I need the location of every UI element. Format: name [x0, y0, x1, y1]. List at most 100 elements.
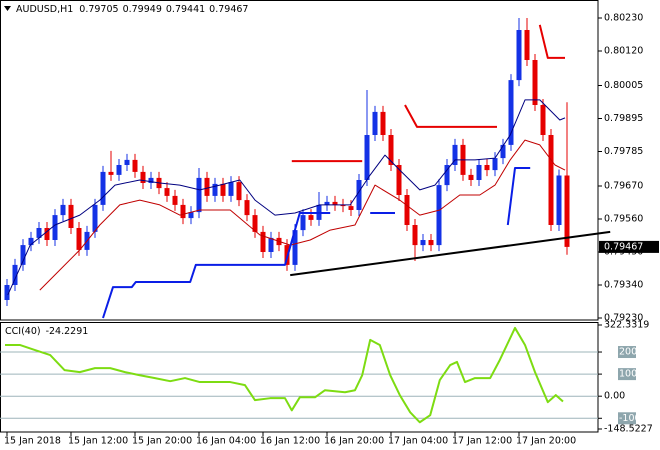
- header-high: 0.79949: [123, 4, 162, 15]
- y-tick-label: -148.5227: [604, 424, 653, 435]
- candle-body: [204, 177, 210, 196]
- candle-body: [412, 225, 418, 246]
- candle-body: [436, 185, 442, 246]
- header-open: 0.79705: [79, 4, 118, 15]
- indicator-line: [102, 167, 531, 319]
- cci-line: [5, 326, 564, 424]
- candle-body: [556, 175, 562, 225]
- y-tick-label: 0.00: [604, 391, 625, 402]
- x-tick-label: 15 Jan 20:00: [132, 436, 192, 447]
- candle-body: [292, 230, 298, 265]
- cci-current: -24.2291: [46, 326, 89, 337]
- candle-body: [52, 215, 58, 240]
- x-tick-label: 17 Jan 04:00: [388, 436, 448, 447]
- y-tick-label: 0.79670: [604, 181, 643, 192]
- x-tick-label: 17 Jan 20:00: [516, 436, 576, 447]
- price-label: 0.79467: [604, 241, 643, 252]
- candle-body: [196, 177, 202, 213]
- candle-body: [252, 215, 258, 232]
- candle-body: [124, 159, 130, 165]
- candle-body: [356, 180, 362, 210]
- symbol: AUDUSD,H1: [16, 4, 73, 15]
- candle-body: [364, 135, 370, 180]
- candle-body: [260, 231, 266, 252]
- y-tick-label: 0.79560: [604, 214, 643, 225]
- candle-body: [372, 111, 378, 135]
- candle-body: [340, 204, 346, 207]
- candle-body: [188, 212, 194, 219]
- symbol-header: AUDUSD,H1 0.79705 0.79949 0.79441 0.79467: [16, 4, 248, 15]
- candle-body: [420, 240, 426, 246]
- candle-body: [516, 30, 522, 81]
- candle-body: [236, 182, 242, 201]
- menu-arrow[interactable]: [4, 6, 11, 11]
- indicator-line: [290, 230, 611, 277]
- candle-body: [428, 240, 434, 246]
- overlay-top: [290, 230, 611, 277]
- x-tick-label: 15 Jan 12:00: [68, 436, 128, 447]
- cci-plot: [0, 326, 598, 424]
- y-tick-label: 0.79785: [604, 146, 643, 157]
- candle-body: [468, 174, 474, 180]
- y-tick-label: -100: [619, 413, 641, 424]
- y-tick-label: 322.3319: [604, 320, 649, 331]
- indicator-line: [291, 24, 565, 163]
- candle-body: [140, 171, 146, 183]
- y-tick-label: 0.79230: [604, 313, 643, 324]
- main-plot: [4, 18, 570, 319]
- candle-body: [380, 111, 386, 135]
- candle-body: [108, 171, 114, 175]
- candle-body: [388, 135, 394, 165]
- candle-body: [332, 201, 338, 205]
- x-tick-label: 17 Jan 12:00: [452, 436, 512, 447]
- candle-body: [100, 171, 106, 205]
- y-tick-label: 200: [619, 347, 637, 358]
- candle-body: [452, 144, 458, 165]
- candle-body: [36, 228, 42, 238]
- candle-body: [220, 183, 226, 196]
- y-tick-label: 0.80005: [604, 80, 643, 91]
- level-box: [618, 346, 636, 359]
- candle-body: [92, 204, 98, 232]
- x-tick-label: 16 Jan 12:00: [260, 436, 320, 447]
- candle-body: [244, 200, 250, 216]
- candle-body: [348, 206, 354, 210]
- candle-body: [132, 159, 138, 172]
- candle-body: [116, 165, 122, 175]
- indicator-line: [39, 139, 566, 291]
- candle-body: [396, 165, 402, 195]
- candle-body: [76, 228, 82, 250]
- header-low: 0.79441: [166, 4, 205, 15]
- candle-body: [12, 264, 18, 285]
- candle-body: [4, 285, 10, 300]
- y-tick-label: 100: [619, 369, 637, 380]
- candle-body: [484, 165, 490, 171]
- candle-body: [444, 165, 450, 186]
- candle-body: [508, 80, 514, 145]
- candle-body: [548, 135, 554, 225]
- candle-body: [564, 175, 570, 247]
- price-box: [599, 240, 659, 253]
- candle-body: [268, 237, 274, 252]
- cci-title: CCI(40): [5, 326, 41, 337]
- cci-panel: [0, 322, 599, 433]
- candle-body: [308, 215, 314, 220]
- y-tick-label: 0.80230: [604, 13, 643, 24]
- candle-body: [68, 204, 74, 228]
- candle-body: [212, 183, 218, 196]
- candle-body: [20, 245, 26, 265]
- candle-body: [492, 158, 498, 171]
- candle-body: [60, 204, 66, 216]
- candle-body: [44, 228, 50, 240]
- y-tick-label: 0.80120: [604, 46, 643, 57]
- candle-body: [324, 201, 330, 205]
- candle-body: [148, 177, 154, 183]
- candle-body: [540, 105, 546, 135]
- candle-body: [164, 188, 170, 196]
- x-tick-label: 15 Jan 2018: [4, 436, 61, 447]
- x-tick-label: 16 Jan 20:00: [324, 436, 384, 447]
- y-tick-label: 0.79340: [604, 280, 643, 291]
- candle-body: [404, 195, 410, 225]
